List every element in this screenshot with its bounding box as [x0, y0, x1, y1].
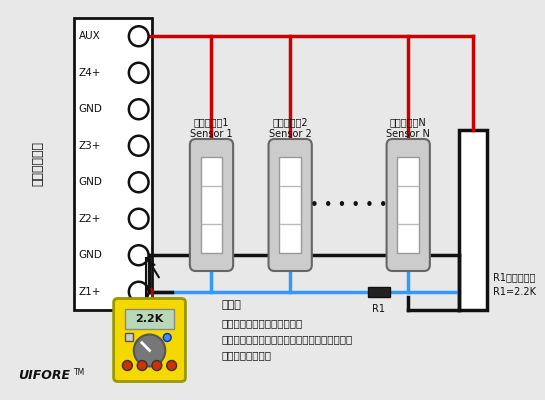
Text: GND: GND: [78, 250, 102, 260]
Bar: [397, 157, 419, 253]
Text: AUX: AUX: [78, 31, 100, 41]
Circle shape: [129, 136, 149, 156]
Text: R1是线尾电阔: R1是线尾电阔: [493, 272, 535, 282]
FancyBboxPatch shape: [113, 298, 185, 382]
Text: 有线探测器1: 有线探测器1: [193, 117, 229, 127]
Text: 并关闭报警主机。: 并关闭报警主机。: [221, 350, 271, 360]
Bar: [201, 157, 222, 253]
Circle shape: [134, 334, 165, 366]
Text: 在使用万用表测量电阔值前，请先给探测器通电: 在使用万用表测量电阔值前，请先给探测器通电: [221, 334, 353, 344]
Bar: [125, 308, 174, 328]
Circle shape: [129, 209, 149, 229]
Text: Z2+: Z2+: [78, 214, 101, 224]
Circle shape: [129, 172, 149, 192]
Circle shape: [129, 282, 149, 302]
Text: 有线探测器2: 有线探测器2: [272, 117, 308, 127]
Circle shape: [137, 360, 147, 370]
Circle shape: [152, 360, 162, 370]
Text: 注意：: 注意：: [221, 300, 241, 310]
Text: • • • • • •: • • • • • •: [311, 198, 388, 212]
Text: Z1+: Z1+: [78, 287, 101, 297]
Bar: [280, 157, 301, 253]
Text: 2.2K: 2.2K: [135, 314, 164, 324]
Text: Z4+: Z4+: [78, 68, 101, 78]
Text: R1=2.2K: R1=2.2K: [493, 287, 536, 297]
Circle shape: [164, 334, 171, 342]
Bar: [125, 332, 134, 340]
FancyBboxPatch shape: [386, 139, 430, 271]
Bar: [74, 18, 153, 310]
Text: 防盗报警主机: 防盗报警主机: [31, 142, 44, 186]
Text: Z3+: Z3+: [78, 141, 101, 151]
Text: TM: TM: [74, 368, 85, 377]
Text: GND: GND: [78, 104, 102, 114]
Text: Sensor 2: Sensor 2: [269, 129, 312, 139]
Circle shape: [129, 99, 149, 119]
Circle shape: [129, 26, 149, 46]
Circle shape: [167, 360, 177, 370]
Circle shape: [129, 63, 149, 83]
Text: 有线探测器N: 有线探测器N: [390, 117, 427, 127]
Text: R1: R1: [372, 304, 385, 314]
Bar: [368, 287, 390, 297]
Text: 此图使用的是常闭的连接方式: 此图使用的是常闭的连接方式: [221, 318, 302, 328]
Text: Sensor N: Sensor N: [386, 129, 430, 139]
FancyBboxPatch shape: [269, 139, 312, 271]
Text: UIFORE: UIFORE: [17, 369, 70, 382]
Circle shape: [129, 245, 149, 265]
FancyBboxPatch shape: [190, 139, 233, 271]
Text: Sensor 1: Sensor 1: [190, 129, 233, 139]
Circle shape: [123, 360, 132, 370]
Text: GND: GND: [78, 177, 102, 187]
Bar: [459, 130, 487, 310]
